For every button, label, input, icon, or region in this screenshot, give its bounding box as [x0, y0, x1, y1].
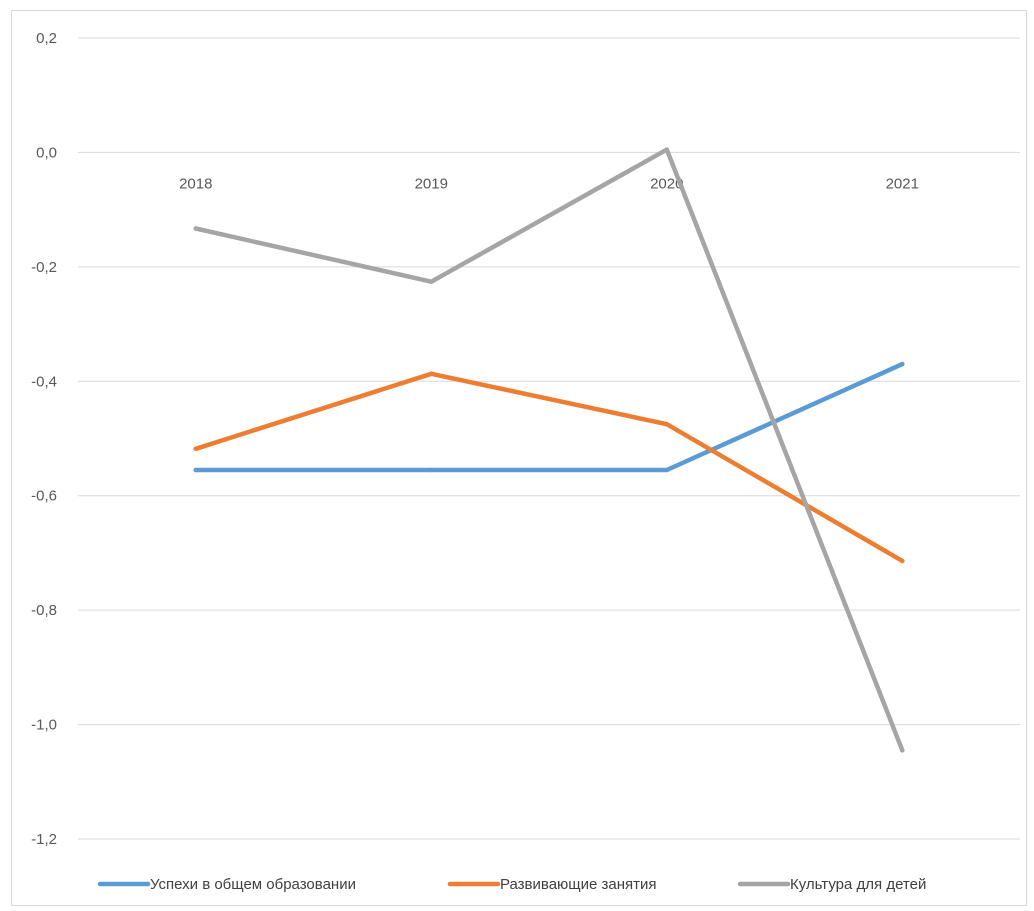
data-point — [429, 467, 434, 473]
data-point — [664, 421, 669, 427]
x-category-label: 2019 — [415, 175, 448, 192]
data-point — [900, 558, 905, 564]
data-point — [429, 371, 434, 377]
chart-frame — [11, 10, 1027, 906]
y-axis-tick-labels: 0,2 0,0 -0,2 -0,4 -0,6 -0,8 -1,0 -1,2 — [31, 30, 57, 848]
series-line-1 — [193, 361, 905, 473]
legend-item: Развивающие занятия — [447, 876, 657, 893]
y-tick-label: -0,4 — [31, 373, 57, 390]
legend: Успехи в общем образовании Развивающие за… — [97, 876, 926, 893]
data-point — [429, 279, 434, 284]
gridlines — [78, 37, 1020, 840]
y-tick-label: -0,8 — [31, 602, 57, 619]
legend-item: Успехи в общем образовании — [97, 876, 356, 893]
data-point — [193, 446, 198, 452]
data-point — [664, 147, 669, 152]
legend-item: Культура для детей — [737, 876, 926, 893]
y-tick-label: 0,0 — [36, 144, 57, 161]
x-category-label: 2018 — [179, 175, 212, 192]
x-axis-category-labels: 2018 2019 2020 2021 — [179, 175, 919, 192]
data-point — [664, 467, 669, 473]
legend-label: Культура для детей — [790, 876, 926, 893]
data-point — [193, 226, 198, 231]
y-tick-label: 0,2 — [36, 30, 57, 47]
y-tick-label: -0,6 — [31, 488, 57, 505]
series-line-2 — [193, 371, 905, 564]
y-tick-label: -1,0 — [31, 717, 57, 734]
y-tick-label: -0,2 — [31, 259, 57, 276]
data-point — [900, 361, 905, 367]
x-category-label: 2020 — [650, 175, 683, 192]
data-point — [193, 467, 198, 473]
y-tick-label: -1,2 — [31, 831, 57, 848]
series-line-3 — [193, 147, 905, 753]
series-lines — [193, 147, 905, 753]
data-point — [900, 748, 905, 753]
legend-label: Развивающие занятия — [500, 876, 657, 893]
x-category-label: 2021 — [886, 175, 919, 192]
legend-label: Успехи в общем образовании — [150, 876, 356, 893]
